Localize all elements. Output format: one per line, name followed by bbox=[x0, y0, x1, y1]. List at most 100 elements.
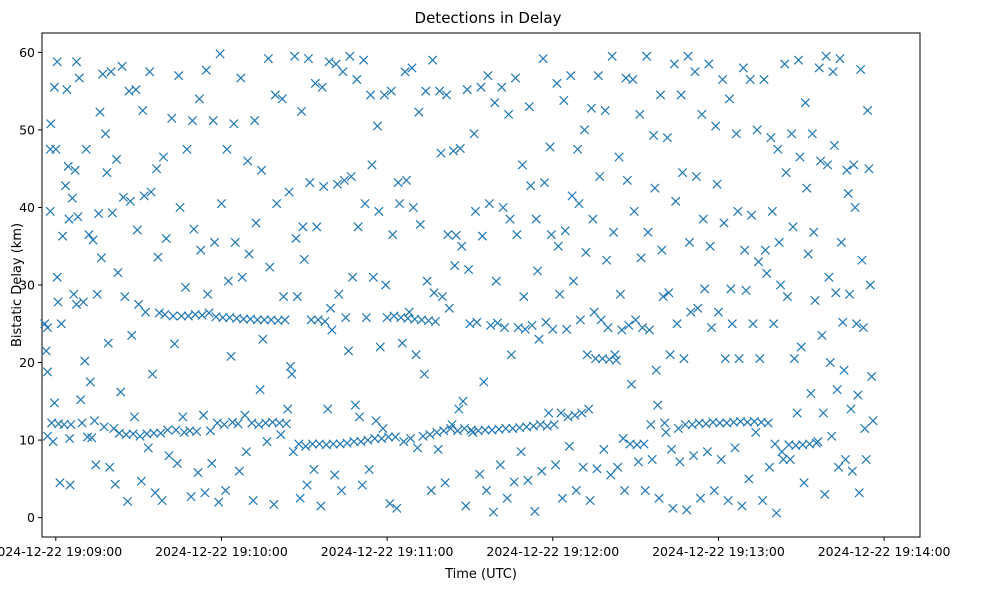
data-point bbox=[316, 501, 326, 511]
data-point bbox=[705, 241, 715, 251]
data-point bbox=[637, 323, 648, 333]
data-point bbox=[734, 354, 744, 364]
y-tick-label: 40 bbox=[19, 200, 35, 215]
data-point bbox=[53, 297, 63, 307]
data-point bbox=[150, 488, 160, 498]
data-point bbox=[81, 144, 91, 154]
data-point bbox=[450, 260, 460, 271]
data-point bbox=[128, 429, 138, 439]
data-point bbox=[858, 323, 869, 333]
data-point bbox=[752, 125, 762, 135]
data-point bbox=[386, 86, 396, 96]
data-point bbox=[770, 439, 780, 449]
data-point bbox=[567, 191, 577, 201]
data-point bbox=[836, 237, 846, 247]
data-point bbox=[215, 49, 225, 59]
data-point bbox=[574, 198, 584, 209]
data-point bbox=[646, 419, 656, 430]
data-point bbox=[530, 506, 540, 517]
data-point bbox=[240, 410, 250, 420]
data-point bbox=[205, 426, 216, 436]
data-point bbox=[294, 439, 304, 449]
data-point bbox=[390, 432, 401, 442]
data-point bbox=[236, 73, 246, 83]
data-point bbox=[234, 466, 245, 476]
data-point bbox=[559, 95, 569, 106]
data-point bbox=[77, 418, 87, 428]
data-point bbox=[474, 469, 485, 479]
data-point bbox=[218, 312, 228, 323]
data-point bbox=[847, 466, 857, 476]
data-point bbox=[771, 508, 782, 518]
data-point bbox=[226, 351, 236, 361]
data-point bbox=[175, 202, 185, 213]
data-point bbox=[615, 289, 626, 299]
data-point bbox=[433, 444, 443, 455]
data-point bbox=[524, 102, 534, 112]
data-point bbox=[821, 51, 831, 61]
data-point bbox=[132, 225, 142, 235]
data-point bbox=[372, 121, 383, 131]
data-point bbox=[477, 231, 488, 241]
data-point bbox=[795, 152, 805, 162]
data-point bbox=[786, 129, 797, 139]
data-point bbox=[122, 496, 133, 506]
data-point bbox=[789, 354, 799, 364]
data-point bbox=[542, 421, 552, 431]
data-point bbox=[263, 53, 274, 64]
data-point bbox=[327, 325, 337, 335]
data-point bbox=[143, 443, 153, 453]
data-point bbox=[324, 57, 334, 67]
data-point bbox=[833, 462, 844, 472]
data-point bbox=[757, 495, 768, 506]
data-point bbox=[806, 388, 816, 399]
data-point bbox=[116, 387, 126, 397]
data-point bbox=[709, 485, 719, 496]
data-point bbox=[254, 419, 264, 430]
data-point bbox=[49, 82, 60, 92]
data-point bbox=[361, 312, 372, 323]
data-point bbox=[252, 315, 262, 325]
data-point bbox=[125, 196, 135, 206]
data-point bbox=[687, 419, 697, 430]
data-point bbox=[345, 51, 355, 61]
data-point bbox=[59, 419, 69, 430]
x-tick-label: 2024-12-22 19:11:00 bbox=[321, 544, 454, 559]
data-point bbox=[283, 404, 293, 414]
data-point bbox=[426, 485, 436, 496]
data-point bbox=[381, 280, 391, 290]
data-point bbox=[58, 231, 68, 241]
data-point bbox=[490, 98, 500, 108]
data-point bbox=[306, 315, 316, 325]
data-point bbox=[216, 198, 227, 209]
data-point bbox=[352, 74, 362, 85]
data-point bbox=[715, 418, 725, 428]
data-point bbox=[697, 109, 707, 120]
data-point bbox=[799, 478, 809, 488]
data-point bbox=[573, 144, 583, 154]
data-point bbox=[197, 310, 207, 320]
data-point bbox=[259, 315, 269, 325]
data-point bbox=[657, 245, 667, 255]
data-point bbox=[302, 480, 312, 490]
y-axis-label: Bistatic Delay (km) bbox=[10, 223, 25, 347]
data-point bbox=[62, 84, 72, 95]
data-point bbox=[495, 460, 505, 470]
data-point bbox=[412, 443, 423, 453]
data-point bbox=[539, 178, 550, 188]
data-point bbox=[229, 119, 239, 129]
data-point bbox=[408, 202, 418, 213]
data-point bbox=[285, 361, 296, 372]
data-point bbox=[679, 354, 689, 364]
data-point bbox=[865, 280, 875, 290]
data-point bbox=[857, 255, 867, 265]
data-point bbox=[298, 222, 308, 232]
data-point bbox=[375, 342, 385, 352]
data-point bbox=[146, 187, 156, 197]
data-point bbox=[868, 416, 878, 426]
data-point bbox=[701, 419, 711, 429]
data-point bbox=[107, 208, 118, 218]
data-point bbox=[606, 470, 616, 480]
data-point bbox=[66, 419, 76, 430]
y-tick-label: 30 bbox=[19, 278, 35, 293]
